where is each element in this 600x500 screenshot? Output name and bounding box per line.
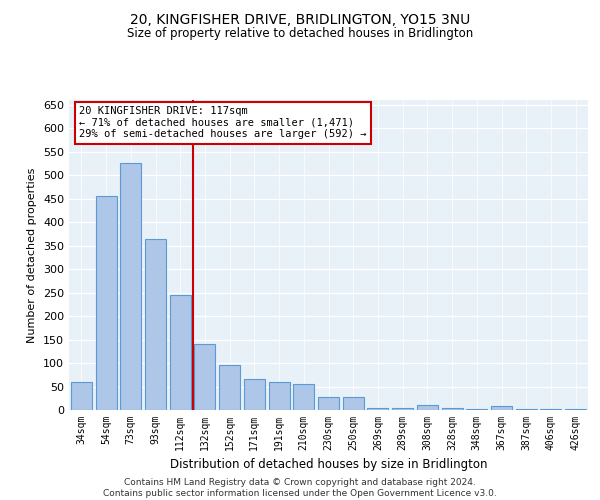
Bar xyxy=(194,344,215,410)
Y-axis label: Number of detached properties: Number of detached properties xyxy=(28,168,37,342)
Bar xyxy=(269,382,290,410)
Bar xyxy=(343,397,364,410)
Text: 20 KINGFISHER DRIVE: 117sqm
← 71% of detached houses are smaller (1,471)
29% of : 20 KINGFISHER DRIVE: 117sqm ← 71% of det… xyxy=(79,106,367,140)
Bar xyxy=(491,406,512,410)
Bar xyxy=(145,238,166,410)
Bar xyxy=(516,409,537,410)
Bar xyxy=(565,409,586,410)
Bar xyxy=(466,409,487,410)
Bar xyxy=(219,366,240,410)
Bar xyxy=(541,409,562,410)
Bar xyxy=(293,384,314,410)
Text: Size of property relative to detached houses in Bridlington: Size of property relative to detached ho… xyxy=(127,28,473,40)
Bar xyxy=(442,408,463,410)
X-axis label: Distribution of detached houses by size in Bridlington: Distribution of detached houses by size … xyxy=(170,458,487,471)
Bar xyxy=(367,408,388,410)
Bar xyxy=(95,196,116,410)
Bar xyxy=(392,408,413,410)
Bar xyxy=(71,382,92,410)
Bar xyxy=(170,295,191,410)
Bar xyxy=(417,406,438,410)
Bar xyxy=(318,397,339,410)
Text: 20, KINGFISHER DRIVE, BRIDLINGTON, YO15 3NU: 20, KINGFISHER DRIVE, BRIDLINGTON, YO15 … xyxy=(130,12,470,26)
Bar xyxy=(244,380,265,410)
Text: Contains HM Land Registry data © Crown copyright and database right 2024.
Contai: Contains HM Land Registry data © Crown c… xyxy=(103,478,497,498)
Bar xyxy=(120,164,141,410)
